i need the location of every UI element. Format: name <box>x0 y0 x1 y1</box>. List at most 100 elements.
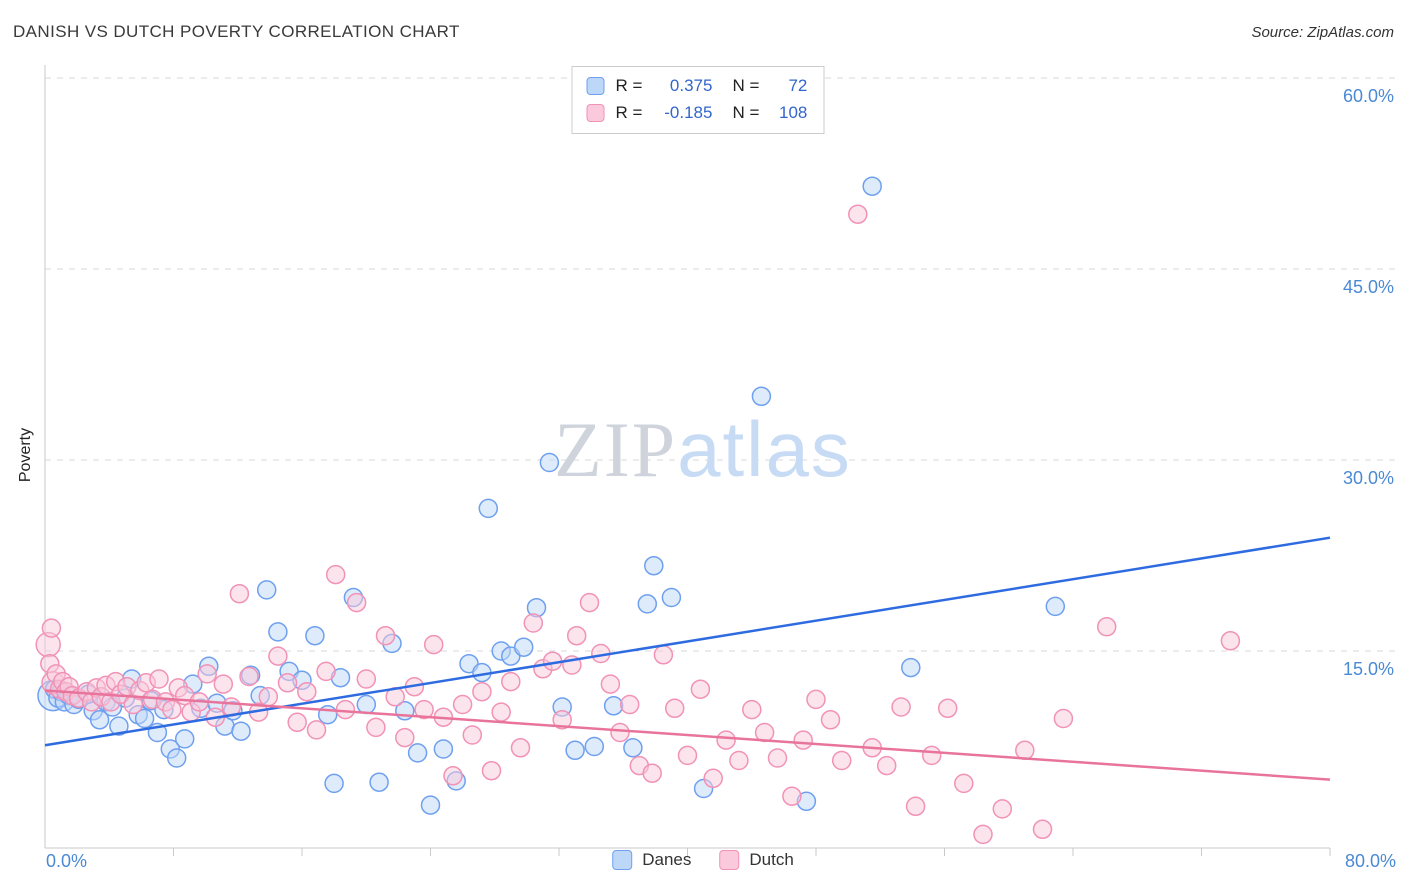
scatter-point-danes <box>644 555 664 576</box>
scatter-point-dutch <box>806 689 826 710</box>
scatter-point-dutch <box>395 727 415 748</box>
scatter-point-dutch <box>452 694 473 715</box>
scatter-point-dutch <box>149 669 169 689</box>
scatter-point-danes <box>751 386 772 407</box>
scatter-point-dutch <box>481 760 502 781</box>
scatter-point-dutch <box>793 730 813 750</box>
scatter-point-dutch <box>1032 819 1053 840</box>
scatter-point-dutch <box>954 773 974 794</box>
scatter-point-dutch <box>921 745 942 766</box>
scatter-point-dutch <box>277 673 298 693</box>
correlation-legend: R = 0.375 N = 72 R = -0.185 N = 108 <box>571 66 825 134</box>
scatter-point-dutch <box>677 745 698 766</box>
scatter-point-dutch <box>992 799 1013 819</box>
scatter-point-danes <box>478 498 499 519</box>
scatter-point-danes <box>356 694 377 715</box>
scatter-point-dutch <box>366 717 386 738</box>
trend-line-dutch <box>44 689 1331 781</box>
scatter-point-danes <box>324 773 344 794</box>
scatter-point-dutch <box>258 687 279 707</box>
scatter-point-danes <box>231 721 251 741</box>
danes-swatch-icon <box>612 850 633 870</box>
correlation-legend-row-danes: R = 0.375 N = 72 <box>586 76 808 96</box>
scatter-point-dutch <box>876 755 897 776</box>
y-tick-label-30: 30.0% <box>1342 468 1394 488</box>
scatter-point-dutch <box>600 674 621 694</box>
scatter-point-dutch <box>423 634 444 655</box>
scatter-point-dutch <box>501 671 521 692</box>
scatter-point-dutch <box>491 702 511 722</box>
n-label: N = <box>732 76 760 95</box>
series-dutch <box>35 204 1241 845</box>
scatter-point-dutch <box>905 796 926 817</box>
scatter-point-danes <box>565 740 585 761</box>
scatter-point-dutch <box>566 625 587 646</box>
scatter-point-dutch <box>742 699 762 720</box>
correlation-legend-row-dutch: R = -0.185 N = 108 <box>586 103 808 123</box>
scatter-point-danes <box>637 594 658 614</box>
trend-line-danes <box>44 536 1331 747</box>
scatter-point-danes <box>433 739 454 759</box>
r-value-dutch: -0.185 <box>664 103 713 122</box>
y-tick-label-15: 15.0% <box>1342 659 1394 679</box>
n-value-danes: 72 <box>788 76 808 95</box>
n-value-dutch: 108 <box>779 103 808 122</box>
scatter-point-danes <box>420 795 441 815</box>
scatter-point-dutch <box>782 786 802 806</box>
scatter-point-dutch <box>229 583 250 604</box>
y-tick-label-60: 60.0% <box>1342 86 1394 106</box>
scatter-point-dutch <box>306 720 327 740</box>
scatter-point-dutch <box>820 710 841 730</box>
scatter-point-dutch <box>610 722 630 743</box>
scatter-point-dutch <box>197 664 217 684</box>
scatter-point-dutch <box>619 694 640 715</box>
scatter-point-dutch <box>1096 617 1117 637</box>
scatter-point-dutch <box>41 618 62 638</box>
scatter-point-dutch <box>287 712 307 733</box>
scatter-point-dutch <box>213 674 234 694</box>
scatter-point-danes <box>174 729 195 749</box>
scatter-point-dutch <box>510 738 531 758</box>
scatter-point-dutch <box>579 592 600 613</box>
scatter-point-danes <box>1045 596 1066 617</box>
dutch-swatch-icon <box>586 104 605 122</box>
scatter-point-dutch <box>767 748 788 768</box>
scatter-point-dutch <box>703 768 723 789</box>
legend-item-dutch: Dutch <box>719 850 794 870</box>
legend-item-danes: Danes <box>612 850 691 870</box>
scatter-point-dutch <box>414 699 434 720</box>
danes-swatch-icon <box>586 77 605 95</box>
legend-label-danes: Danes <box>642 850 692 869</box>
scatter-point-dutch <box>523 613 544 633</box>
x-tick-label-max: 80.0% <box>1344 851 1396 871</box>
scatter-point-danes <box>603 696 624 716</box>
scatter-point-danes <box>268 622 288 642</box>
scatter-point-dutch <box>973 824 993 845</box>
scatter-point-dutch <box>239 666 259 687</box>
scatter-point-dutch <box>325 564 346 585</box>
r-label: R = <box>615 103 643 122</box>
scatter-point-dutch <box>664 698 685 719</box>
page-title: DANISH VS DUTCH POVERTY CORRELATION CHAR… <box>13 22 460 41</box>
n-label: N = <box>732 103 760 122</box>
scatter-point-danes <box>109 716 129 736</box>
scatter-point-dutch <box>297 681 317 702</box>
r-value-danes: 0.375 <box>669 76 713 95</box>
scatter-point-dutch <box>375 625 396 646</box>
r-label: R = <box>615 76 643 95</box>
scatter-point-dutch <box>356 669 377 689</box>
scatter-point-danes <box>862 176 882 196</box>
scatter-point-dutch <box>472 681 492 702</box>
scatter-point-dutch <box>162 699 182 720</box>
scatter-point-dutch <box>443 766 463 786</box>
scatter-point-danes <box>584 736 605 757</box>
scatter-point-dutch <box>642 763 662 783</box>
scatter-point-dutch <box>690 679 711 699</box>
scatter-point-dutch <box>716 730 736 750</box>
scatter-point-dutch <box>937 698 958 719</box>
scatter-point-danes <box>661 587 682 608</box>
scatter-point-dutch <box>653 645 674 665</box>
series-legend: Danes Dutch <box>598 850 808 870</box>
